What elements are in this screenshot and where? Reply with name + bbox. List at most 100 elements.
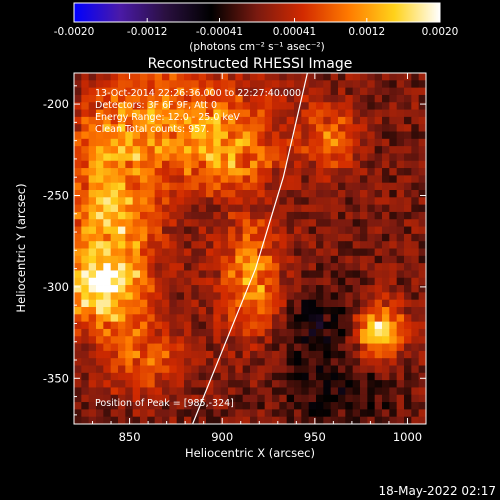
heatmap-cell	[352, 292, 361, 301]
heatmap-cell	[286, 416, 295, 424]
heatmap-cell	[360, 380, 368, 388]
heatmap-cell	[294, 211, 302, 220]
heatmap-cell	[191, 372, 200, 381]
heatmap-cell	[81, 204, 90, 213]
heatmap-cell	[140, 285, 148, 293]
heatmap-cell	[118, 285, 126, 293]
heatmap-cell	[96, 328, 104, 337]
heatmap-cell	[257, 160, 266, 169]
heatmap-cell	[235, 299, 244, 308]
heatmap-cell	[396, 116, 405, 125]
heatmap-cell	[206, 248, 214, 257]
heatmap-cell	[140, 328, 148, 337]
heatmap-cell	[338, 226, 346, 235]
heatmap-cell	[257, 138, 266, 147]
heatmap-cell	[162, 358, 170, 366]
heatmap-cell	[235, 380, 244, 388]
heatmap-cell	[286, 307, 295, 315]
heatmap-cell	[176, 372, 185, 381]
heatmap-cell	[286, 102, 295, 110]
heatmap-cell	[294, 94, 302, 103]
heatmap-cell	[74, 299, 82, 308]
heatmap-cell	[235, 241, 244, 249]
heatmap-cell	[352, 146, 361, 154]
heatmap-cell	[338, 153, 346, 162]
heatmap-cell	[316, 292, 324, 301]
heatmap-cell	[250, 233, 258, 242]
heatmap-cell	[323, 94, 332, 103]
heatmap-cell	[294, 168, 302, 176]
heatmap-cell	[81, 263, 90, 271]
heatmap-cell	[162, 190, 170, 198]
heatmap-cell	[360, 343, 368, 352]
heatmap-cell	[242, 365, 251, 374]
heatmap-cell	[294, 409, 302, 418]
heatmap-cell	[242, 153, 251, 162]
heatmap-cell	[198, 328, 207, 337]
colorbar-tick-label: 0.0012	[348, 26, 385, 38]
heatmap-cell	[74, 343, 82, 352]
heatmap-cell	[338, 175, 346, 184]
heatmap-cell	[125, 168, 134, 176]
heatmap-cell	[88, 73, 97, 81]
heatmap-cell	[110, 343, 119, 352]
heatmap-cell	[191, 73, 200, 81]
heatmap-cell	[125, 124, 134, 132]
heatmap-cell	[374, 102, 383, 110]
heatmap-cell	[110, 87, 119, 96]
heatmap-cell	[140, 241, 148, 249]
heatmap-cell	[125, 153, 134, 162]
heatmap-cell	[286, 190, 295, 198]
heatmap-cell	[279, 116, 288, 125]
heatmap-cell	[213, 87, 222, 96]
heatmap-cell	[96, 168, 104, 176]
heatmap-cell	[257, 109, 266, 118]
heatmap-cell	[396, 94, 405, 103]
heatmap-cell	[125, 263, 134, 271]
heatmap-cell	[198, 168, 207, 176]
heatmap-cell	[389, 131, 398, 140]
heatmap-cell	[279, 204, 288, 213]
heatmap-cell	[220, 226, 229, 235]
heatmap-cell	[154, 241, 163, 249]
heatmap-cell	[96, 263, 104, 271]
heatmap-cell	[264, 153, 273, 162]
heatmap-cell	[184, 277, 192, 286]
heatmap-cell	[162, 116, 170, 125]
heatmap-cell	[286, 226, 295, 235]
heatmap-cell	[242, 314, 251, 323]
heatmap-cell	[250, 336, 258, 344]
heatmap-cell	[162, 226, 170, 235]
heatmap-cell	[308, 124, 317, 132]
heatmap-cell	[345, 146, 354, 154]
heatmap-cell	[308, 153, 317, 162]
heatmap-cell	[264, 416, 273, 424]
heatmap-cell	[213, 387, 222, 396]
heatmap-cell	[154, 80, 163, 89]
heatmap-cell	[110, 409, 119, 418]
heatmap-cell	[118, 372, 126, 381]
heatmap-cell	[301, 226, 310, 235]
heatmap-cell	[279, 416, 288, 424]
heatmap-cell	[264, 358, 273, 366]
heatmap-cell	[228, 153, 236, 162]
heatmap-cell	[228, 204, 236, 213]
heatmap-cell	[206, 80, 214, 89]
heatmap-cell	[118, 255, 126, 264]
heatmap-cell	[154, 131, 163, 140]
heatmap-cell	[235, 124, 244, 132]
heatmap-cell	[338, 299, 346, 308]
heatmap-cell	[330, 226, 339, 235]
heatmap-cell	[382, 365, 390, 374]
heatmap-cell	[418, 168, 426, 176]
heatmap-cell	[367, 285, 376, 293]
heatmap-cell	[110, 380, 119, 388]
heatmap-cell	[198, 197, 207, 206]
heatmap-cell	[125, 233, 134, 242]
heatmap-cell	[242, 387, 251, 396]
heatmap-cell	[198, 292, 207, 301]
heatmap-cell	[206, 292, 214, 301]
heatmap-cell	[374, 336, 383, 344]
heatmap-cell	[411, 380, 420, 388]
heatmap-cell	[74, 87, 82, 96]
